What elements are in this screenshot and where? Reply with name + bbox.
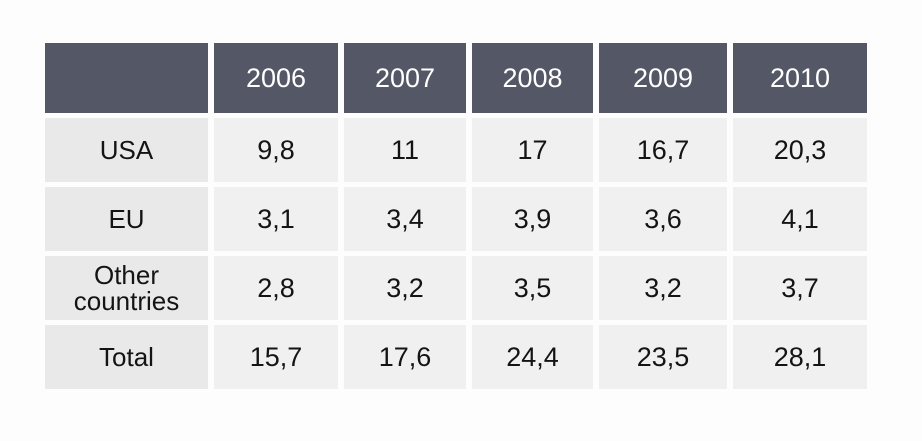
table-cell: 17,6 [344, 325, 466, 389]
row-label-other-countries: Other countries [45, 256, 208, 320]
data-table-container: 2006 2007 2008 2009 2010 USA 9,8 11 17 1… [45, 43, 867, 390]
table-cell: 23,5 [599, 325, 727, 389]
row-label-total: Total [45, 325, 208, 389]
table-cell: 4,1 [733, 187, 867, 251]
header-cell-2008: 2008 [472, 43, 593, 113]
table-cell: 3,5 [472, 256, 593, 320]
table-cell: 24,4 [472, 325, 593, 389]
table-cell: 3,4 [344, 187, 466, 251]
table-cell: 15,7 [214, 325, 338, 389]
table-cell: 9,8 [214, 118, 338, 182]
table-row-total: Total 15,7 17,6 24,4 23,5 28,1 [45, 325, 867, 389]
table-cell: 16,7 [599, 118, 727, 182]
header-cell-2010: 2010 [733, 43, 867, 113]
table-cell: 3,2 [344, 256, 466, 320]
table-row-eu: EU 3,1 3,4 3,9 3,6 4,1 [45, 187, 867, 251]
header-cell-2009: 2009 [599, 43, 727, 113]
table-cell: 3,9 [472, 187, 593, 251]
table-cell: 3,7 [733, 256, 867, 320]
table-cell: 3,6 [599, 187, 727, 251]
table-cell: 2,8 [214, 256, 338, 320]
row-label-usa: USA [45, 118, 208, 182]
header-row: 2006 2007 2008 2009 2010 [45, 43, 867, 113]
row-label-eu: EU [45, 187, 208, 251]
table-cell: 3,1 [214, 187, 338, 251]
data-table: 2006 2007 2008 2009 2010 USA 9,8 11 17 1… [39, 38, 873, 394]
table-cell: 17 [472, 118, 593, 182]
table-cell: 11 [344, 118, 466, 182]
table-cell: 20,3 [733, 118, 867, 182]
table-row-usa: USA 9,8 11 17 16,7 20,3 [45, 118, 867, 182]
table-cell: 3,2 [599, 256, 727, 320]
header-corner-cell [45, 43, 208, 113]
header-cell-2007: 2007 [344, 43, 466, 113]
header-cell-2006: 2006 [214, 43, 338, 113]
table-row-other-countries: Other countries 2,8 3,2 3,5 3,2 3,7 [45, 256, 867, 320]
table-cell: 28,1 [733, 325, 867, 389]
